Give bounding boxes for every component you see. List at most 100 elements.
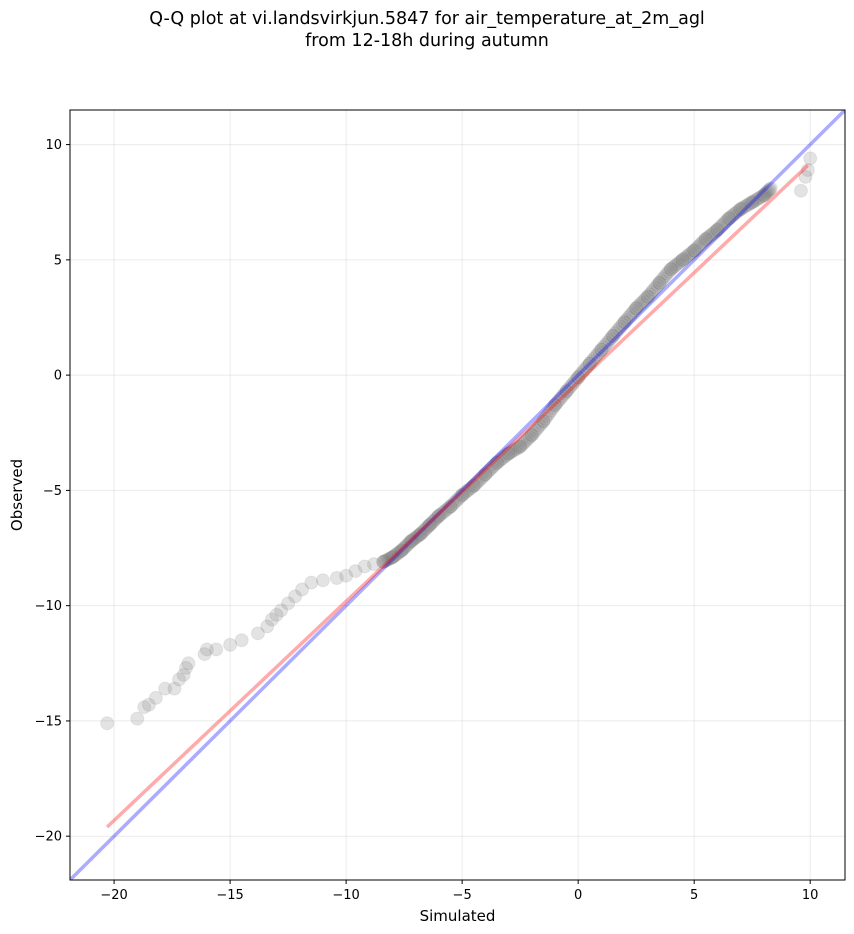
quantile-point — [660, 266, 675, 281]
quantile-point — [148, 690, 163, 705]
quantile-point — [491, 454, 506, 469]
quantile-point — [683, 246, 698, 261]
quantile-point — [652, 275, 667, 290]
quantile-point — [396, 541, 411, 556]
quantile-point — [677, 251, 692, 266]
quantile-point — [675, 252, 690, 267]
quantile-point — [390, 546, 405, 561]
x-tick-label: −15 — [216, 888, 243, 903]
quantile-point — [757, 187, 772, 202]
quantile-point — [223, 637, 238, 652]
quantile-point — [172, 672, 187, 687]
quantile-point — [377, 554, 392, 569]
quantile-point — [561, 381, 576, 396]
quantile-point — [407, 531, 422, 546]
quantile-point — [704, 227, 719, 242]
quantile-point — [260, 619, 275, 634]
y-tick-label: −5 — [43, 484, 62, 499]
quantile-point — [623, 308, 638, 323]
quantile-point — [281, 596, 296, 611]
quantile-point — [439, 502, 454, 517]
quantile-point — [669, 257, 684, 272]
quantile-point — [716, 217, 731, 232]
quantile-point — [569, 372, 584, 387]
quantile-point — [388, 547, 403, 562]
quantile-point — [399, 538, 414, 553]
quantile-point — [538, 411, 553, 426]
quantile-point — [644, 285, 659, 300]
quantile-point — [501, 446, 516, 461]
quantile-point — [621, 310, 636, 325]
quantile-point — [557, 386, 572, 401]
quantile-point — [530, 421, 545, 436]
quantile-point — [405, 532, 420, 547]
quantile-point — [536, 414, 551, 429]
quantile-point — [199, 642, 214, 657]
quantile-point — [596, 340, 611, 355]
quantile-point — [427, 513, 442, 528]
quantile-point — [304, 575, 319, 590]
quantile-point — [584, 354, 599, 369]
quantile-point — [234, 633, 249, 648]
quantile-point — [594, 342, 609, 357]
quantile-point — [745, 195, 760, 210]
quantile-point — [505, 444, 520, 459]
quantile-point — [743, 196, 758, 211]
quantile-point — [443, 499, 458, 514]
quantile-point — [476, 469, 491, 484]
quantile-point — [295, 582, 310, 597]
quantile-point — [654, 273, 669, 288]
quantile-point — [130, 711, 145, 726]
quantile-point — [721, 211, 736, 226]
quantile-point — [408, 530, 423, 545]
quantile-point — [428, 511, 443, 526]
quantile-point — [489, 455, 504, 470]
quantile-point — [710, 222, 725, 237]
quantile-point — [509, 441, 524, 456]
quantile-point — [671, 255, 686, 270]
quantile-point — [629, 301, 644, 316]
quantile-point — [394, 543, 409, 558]
quantile-point — [391, 545, 406, 560]
quantile-point — [402, 535, 417, 550]
quantile-point — [663, 262, 678, 277]
quantile-point — [573, 368, 588, 383]
quantile-point — [756, 188, 771, 203]
quantile-point — [546, 400, 561, 415]
quantile-point — [457, 486, 472, 501]
y-tick-label: −10 — [35, 599, 62, 614]
reference-lines — [70, 110, 845, 880]
quantile-point — [435, 505, 450, 520]
quantile-point — [640, 289, 655, 304]
quantile-point — [582, 356, 597, 371]
quantile-point — [605, 328, 620, 343]
quantile-point — [385, 550, 400, 565]
quantile-point — [590, 347, 605, 362]
quantile-point — [411, 528, 426, 543]
quantile-point — [339, 568, 354, 583]
quantile-point — [598, 338, 613, 353]
quantile-point — [575, 365, 590, 380]
quantile-point — [559, 384, 574, 399]
quantile-point — [503, 445, 518, 460]
quantile-point — [735, 200, 750, 215]
quantile-point — [555, 388, 570, 403]
fit-line — [105, 164, 810, 829]
quantile-point — [528, 423, 543, 438]
quantile-point — [571, 370, 586, 385]
quantile-point — [484, 461, 499, 476]
axis-ticks: −20 −15 −10 −5 0 5 10 −20 −15 −10 −5 0 5 10 — [35, 138, 819, 903]
chart-title: Q-Q plot at vi.landsvirkjun.5847 for air… — [0, 8, 854, 52]
quantile-point — [418, 522, 433, 537]
quantile-point — [383, 551, 398, 566]
quantile-point — [497, 449, 512, 464]
quantile-point — [404, 534, 419, 549]
quantile-point — [733, 202, 748, 217]
quantile-point — [478, 467, 493, 482]
quantile-point — [667, 258, 682, 273]
quantile-point — [413, 527, 428, 542]
y-tick-label: 5 — [54, 253, 62, 268]
quantile-point — [594, 342, 609, 357]
quantile-point — [455, 488, 470, 502]
quantile-point — [576, 363, 591, 378]
